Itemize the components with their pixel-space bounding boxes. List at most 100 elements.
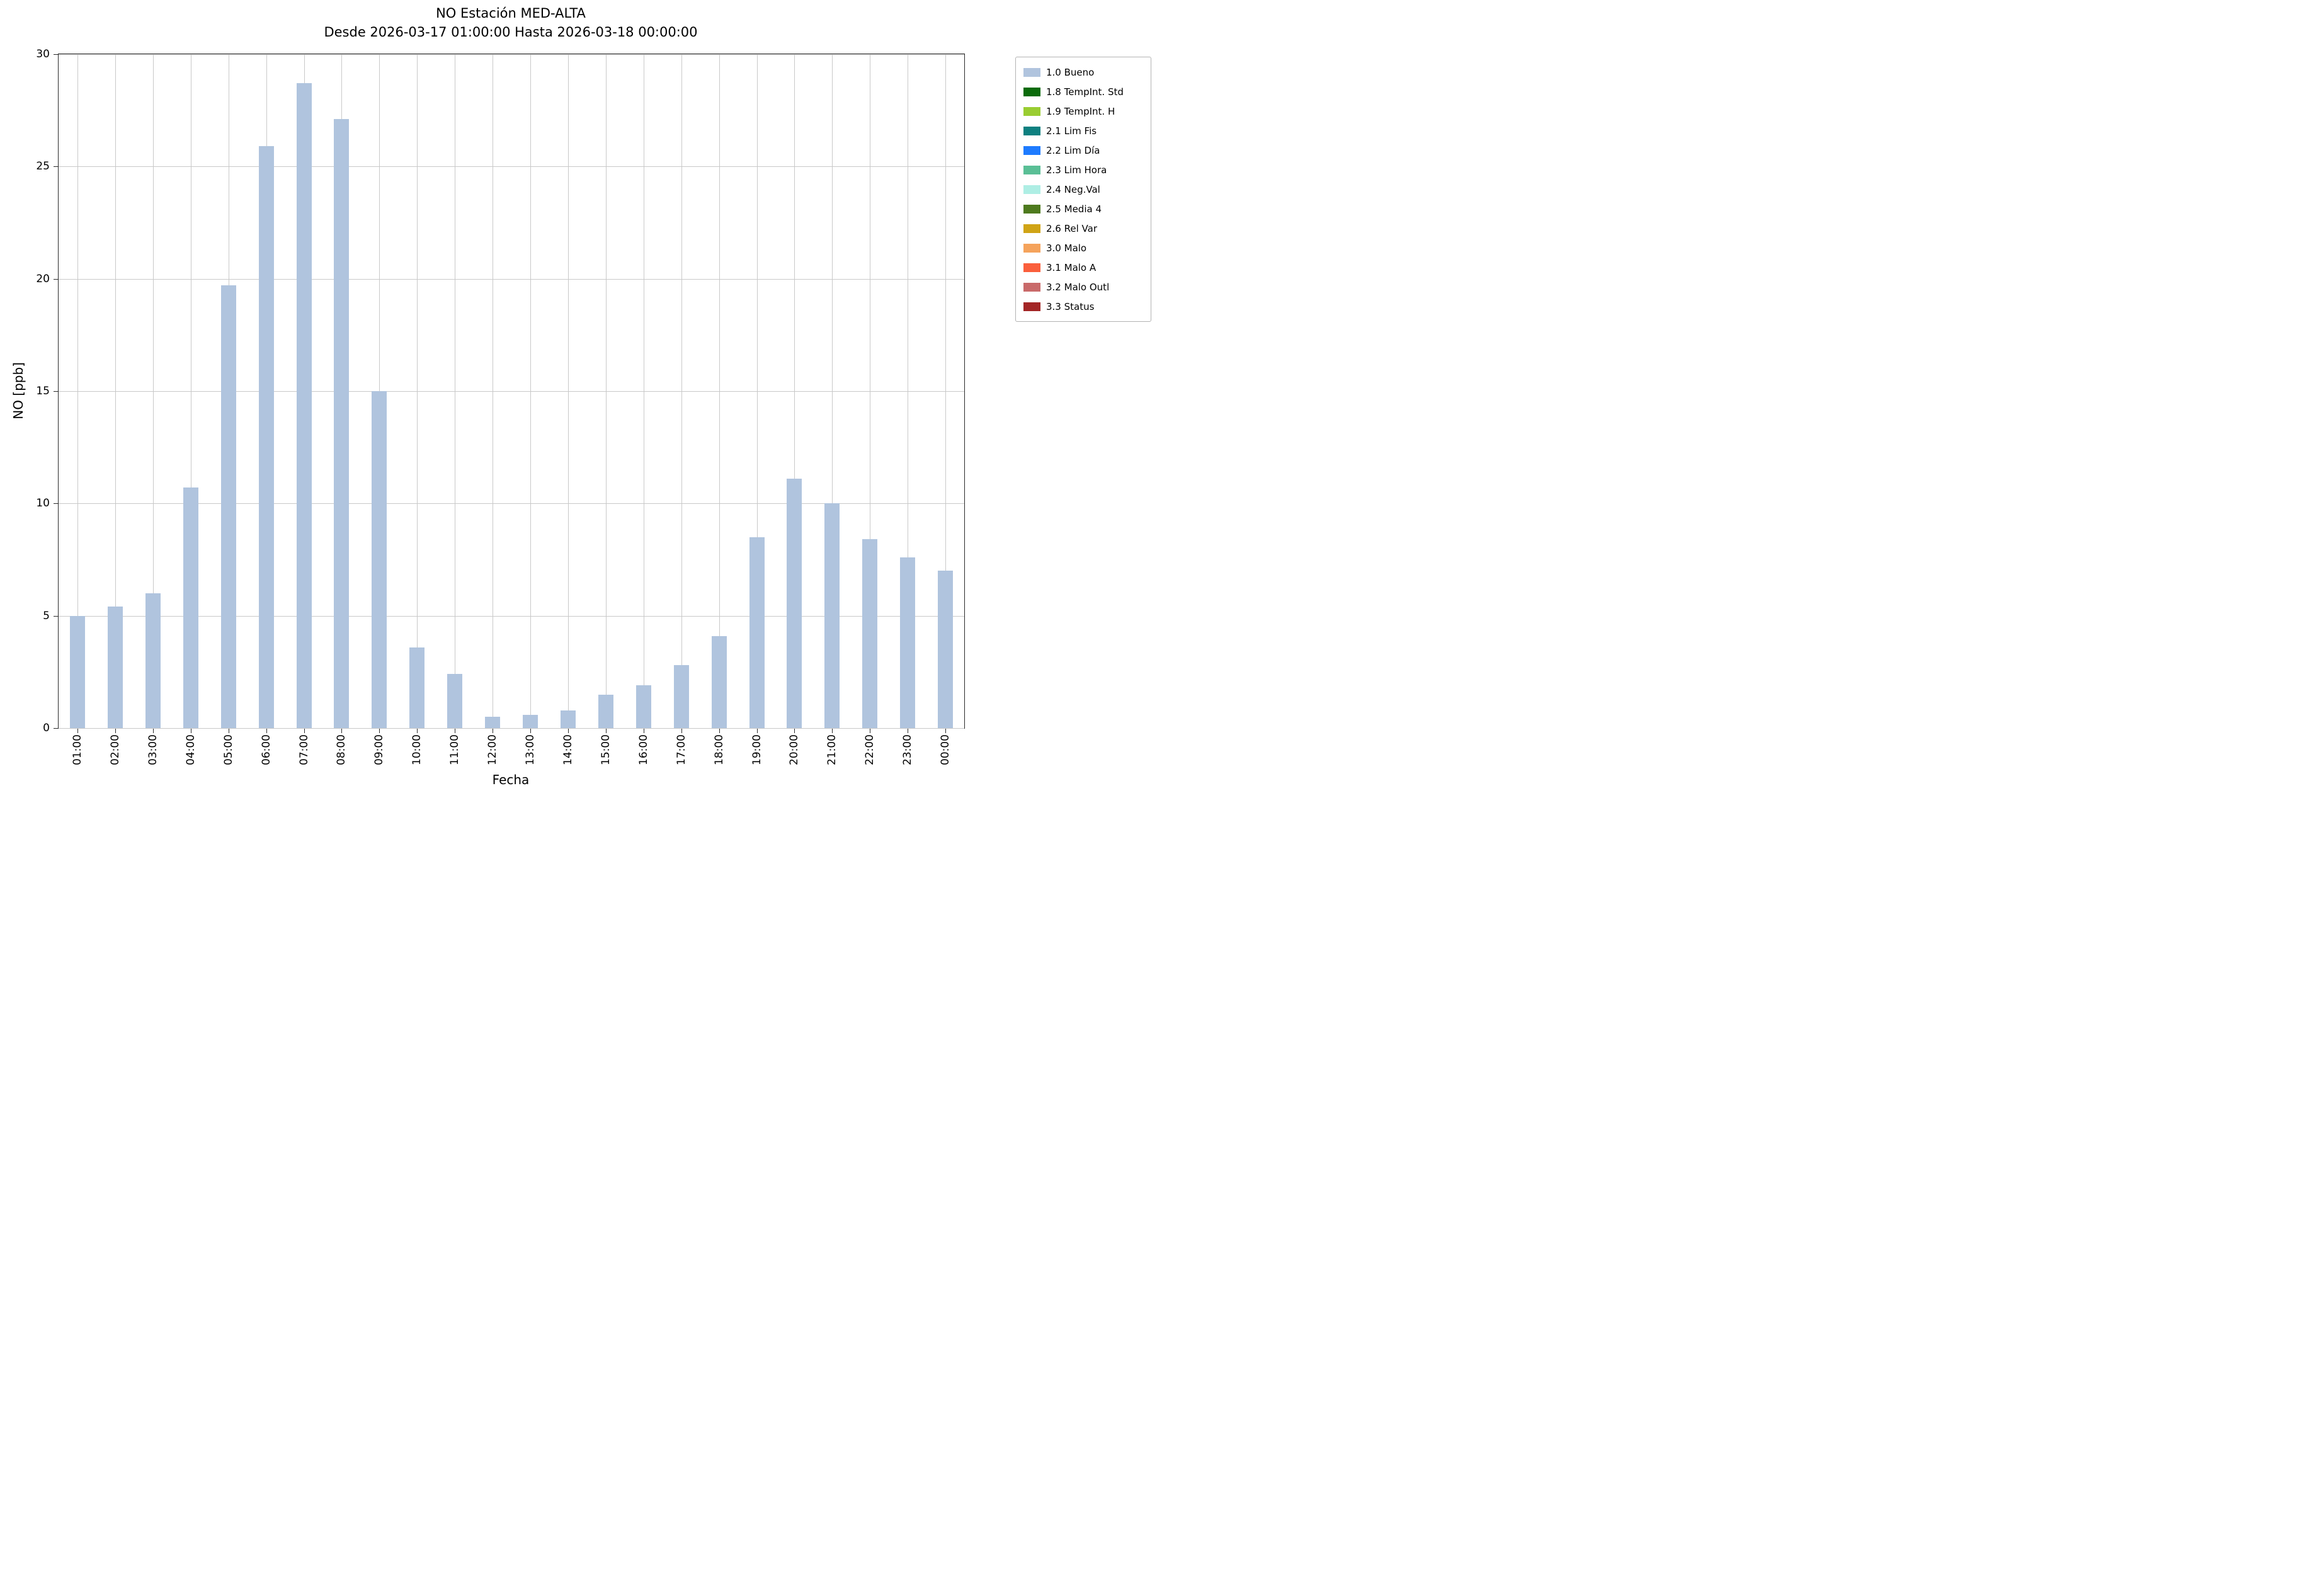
x-tick-label: 09:00: [373, 734, 385, 768]
v-gridline: [530, 54, 531, 728]
bar: [824, 503, 840, 728]
y-axis-label-wrap: NO [ppb]: [8, 54, 29, 727]
bar: [900, 557, 916, 728]
y-tick-label: 5: [43, 609, 50, 622]
x-tick: [945, 729, 946, 733]
legend-label: 3.1 Malo A: [1046, 261, 1097, 273]
y-tick: [54, 54, 58, 55]
legend-label: 2.6 Rel Var: [1046, 222, 1097, 234]
x-tick-label: 07:00: [298, 734, 311, 768]
x-tick-label-text: 08:00: [335, 734, 348, 765]
legend-item: 2.6 Rel Var: [1023, 220, 1142, 237]
x-tick-label: 06:00: [260, 734, 273, 768]
v-gridline: [832, 54, 833, 728]
h-gridline: [59, 54, 964, 55]
legend-item: 3.0 Malo: [1023, 239, 1142, 256]
legend-swatch: [1023, 126, 1040, 135]
legend-swatch: [1023, 204, 1040, 214]
x-tick-label-text: 15:00: [599, 734, 612, 765]
x-tick: [115, 729, 116, 733]
x-tick-label: 05:00: [222, 734, 235, 768]
bar: [107, 607, 123, 728]
x-tick-label-text: 21:00: [826, 734, 839, 765]
x-tick-label: 18:00: [713, 734, 726, 768]
y-tick: [54, 391, 58, 392]
bar: [598, 694, 613, 728]
legend-item: 3.3 Status: [1023, 298, 1142, 315]
x-tick-label: 08:00: [335, 734, 348, 768]
x-tick-label-text: 05:00: [222, 734, 235, 765]
legend-item: 3.1 Malo A: [1023, 259, 1142, 276]
legend-item: 2.3 Lim Hora: [1023, 161, 1142, 178]
v-gridline: [681, 54, 682, 728]
x-tick-label: 11:00: [448, 734, 461, 768]
x-tick-label-text: 00:00: [939, 734, 952, 765]
legend-swatch: [1023, 145, 1040, 155]
x-tick: [756, 729, 758, 733]
chart-title: NO Estación MED-ALTA: [436, 6, 586, 21]
legend-item: 1.9 TempInt. H: [1023, 103, 1142, 120]
x-tick-label-text: 10:00: [411, 734, 424, 765]
x-tick: [152, 729, 154, 733]
x-tick-label-text: 22:00: [863, 734, 877, 765]
plot-area: 0 5 10 15 20 25 30 01:00 02:00 03:00 04:00 05:00 06:…: [36, 48, 965, 765]
x-tick: [567, 729, 569, 733]
v-gridline: [794, 54, 795, 728]
x-tick: [304, 729, 305, 733]
h-gridline: [59, 728, 964, 729]
legend-swatch: [1023, 87, 1040, 96]
bar: [372, 391, 387, 728]
x-tick-label: 17:00: [675, 734, 688, 768]
x-tick-label: 16:00: [637, 734, 650, 768]
x-tick-label-text: 12:00: [486, 734, 499, 765]
x-tick: [341, 729, 343, 733]
legend: 1.0 Bueno 1.8 TempInt. Std 1.9 TempInt. H 2…: [1015, 57, 1151, 322]
x-tick-label-text: 04:00: [184, 734, 197, 765]
legend-item: 2.2 Lim Día: [1023, 142, 1142, 159]
x-tick-label-text: 14:00: [561, 734, 574, 765]
y-tick: [54, 503, 58, 504]
legend-label: 1.8 TempInt. Std: [1046, 86, 1124, 98]
legend-label: 2.2 Lim Día: [1046, 144, 1100, 156]
legend-label: 3.3 Status: [1046, 300, 1095, 312]
x-tick-label: 14:00: [562, 734, 574, 768]
v-gridline: [567, 54, 569, 728]
y-tick: [54, 166, 58, 168]
x-tick-label-text: 06:00: [259, 734, 273, 765]
x-tick: [530, 729, 531, 733]
y-tick-label: 25: [36, 160, 50, 173]
y-tick: [54, 278, 58, 280]
y-tick-label: 20: [36, 272, 50, 285]
x-tick: [794, 729, 795, 733]
x-tick-label: 23:00: [901, 734, 914, 768]
bar: [409, 647, 425, 728]
bar: [183, 487, 198, 728]
legend-swatch: [1023, 185, 1040, 194]
legend-swatch: [1023, 224, 1040, 233]
x-tick-label-text: 11:00: [448, 734, 462, 765]
bar: [560, 710, 576, 728]
v-gridline: [417, 54, 418, 728]
bar: [447, 674, 463, 728]
legend-item: 2.5 Media 4: [1023, 200, 1142, 217]
x-tick-label: 15:00: [600, 734, 612, 768]
x-tick-label-text: 09:00: [373, 734, 386, 765]
y-axis-label: NO [ppb]: [11, 362, 26, 419]
x-tick-label-text: 03:00: [146, 734, 159, 765]
x-tick-label: 01:00: [71, 734, 84, 768]
x-tick-label-text: 19:00: [750, 734, 763, 765]
legend-item: 2.1 Lim Fis: [1023, 122, 1142, 139]
bar: [523, 714, 538, 728]
chart-title-block: NO Estación MED-ALTA Desde 2026-03-17 01…: [58, 4, 964, 42]
legend-label: 2.3 Lim Hora: [1046, 164, 1107, 176]
legend-swatch: [1023, 282, 1040, 292]
v-gridline: [605, 54, 607, 728]
x-axis-label: Fecha: [492, 772, 530, 787]
bar: [938, 571, 953, 728]
v-gridline: [152, 54, 154, 728]
x-tick: [266, 729, 267, 733]
x-tick-label: 03:00: [147, 734, 159, 768]
v-gridline: [115, 54, 116, 728]
bar: [334, 119, 350, 728]
x-tick-label: 22:00: [863, 734, 876, 768]
